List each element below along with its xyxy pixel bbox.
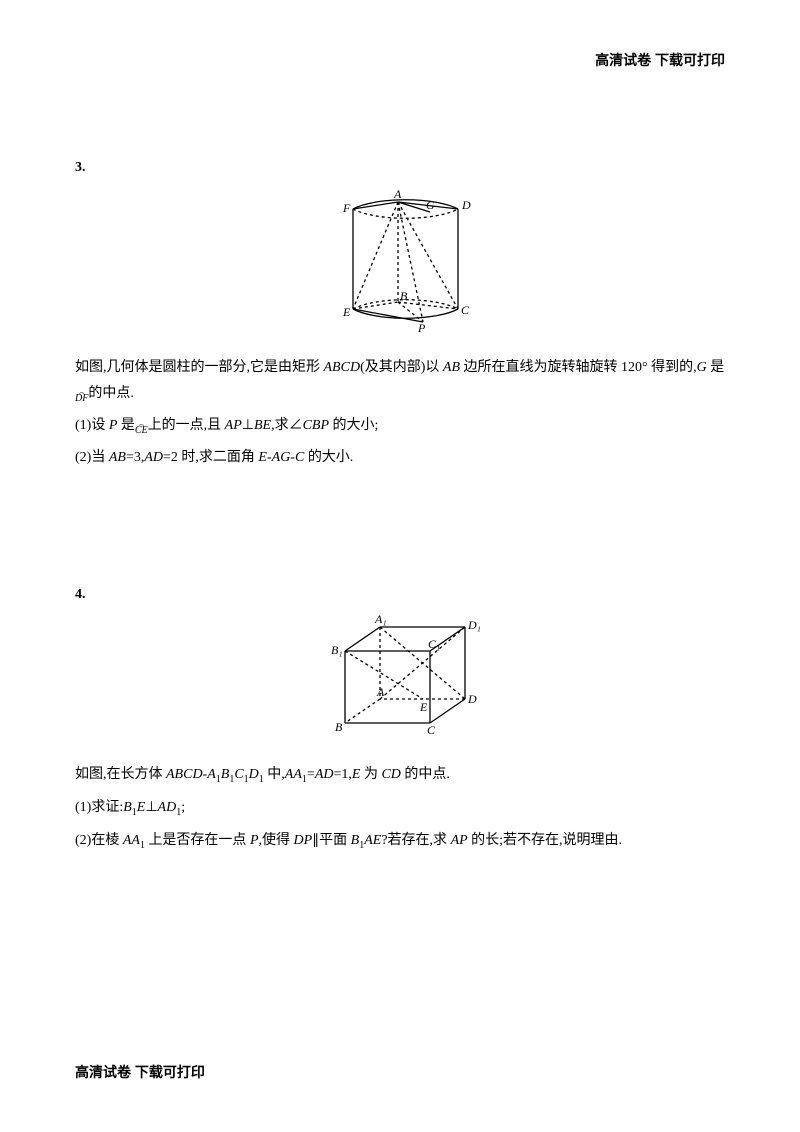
fig3-label-P: P	[417, 321, 426, 334]
q4-line3: (2)在棱 AA1 上是否存在一点 P,使得 DP∥平面 B1AE?若存在,求 …	[75, 828, 725, 855]
header-right: 高清试卷 下载可打印	[75, 50, 725, 70]
q3-line2: (1)设 P 是⌢CE上的一点,且 AP⊥BE,求∠CBP 的大小;	[75, 413, 725, 439]
fig4-label-D1: D₁	[467, 618, 481, 632]
fig3-label-A: A	[393, 187, 402, 201]
fig3-label-G: G	[426, 198, 435, 212]
q4-line1: 如图,在长方体 ABCD-A1B1C1D1 中,AA1=AD=1,E 为 CD …	[75, 762, 725, 789]
q4-line2: (1)求证:B1E⊥AD1;	[75, 795, 725, 822]
fig4-label-E: E	[419, 700, 428, 714]
fig3-label-E: E	[342, 305, 351, 319]
fig3-label-B: B	[400, 289, 408, 303]
q3-figure: F A G D E B P C	[75, 184, 725, 339]
fig4-label-A1: A₁	[374, 612, 387, 626]
fig4-label-B: B	[335, 720, 343, 734]
fig4-label-B1: B₁	[331, 643, 343, 657]
fig3-label-F: F	[342, 201, 351, 215]
q3-line3: (2)当 AB=3,AD=2 时,求二面角 E-AG-C 的大小.	[75, 445, 725, 471]
fig4-label-C1: C₁	[428, 637, 440, 651]
fig3-label-C: C	[461, 303, 470, 317]
q3-line1: 如图,几何体是圆柱的一部分,它是由矩形 ABCD(及其内部)以 AB 边所在直线…	[75, 355, 725, 407]
fig4-label-D: D	[467, 692, 477, 706]
fig4-label-A: A	[376, 685, 385, 699]
fig4-label-C: C	[427, 723, 436, 737]
q3-number: 3.	[75, 160, 725, 176]
footer-left: 高清试卷 下载可打印	[75, 1062, 205, 1082]
q4-figure: A₁ B₁ C₁ D₁ A B C D E	[75, 611, 725, 746]
fig3-label-D: D	[461, 198, 471, 212]
q4-number: 4.	[75, 587, 725, 603]
